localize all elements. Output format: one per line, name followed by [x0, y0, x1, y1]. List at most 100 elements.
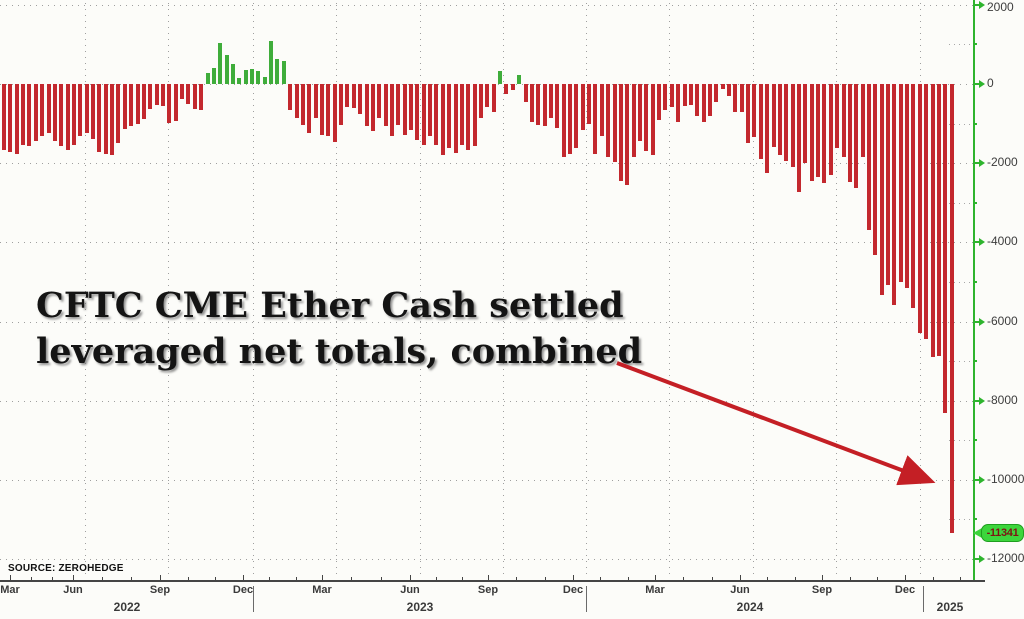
- bar: [415, 84, 420, 141]
- y-axis-tick-label: -4000: [987, 234, 1018, 249]
- gridline-minor-stub: [949, 123, 973, 125]
- y-axis-major-tick: [973, 558, 980, 561]
- bar: [459, 84, 464, 145]
- bar: [281, 60, 286, 84]
- current-value-badge: -11341: [981, 524, 1024, 542]
- bar: [905, 84, 910, 289]
- bar: [491, 84, 496, 112]
- bar: [504, 84, 509, 94]
- bar: [688, 84, 693, 105]
- bar: [746, 84, 751, 144]
- y-axis-minor-tick: [973, 122, 977, 125]
- bar: [873, 84, 878, 256]
- bar: [199, 84, 204, 111]
- gridline-v: [168, 3, 169, 579]
- bar: [339, 84, 344, 126]
- chart-title-line1: CFTC CME Ether Cash settled: [36, 285, 624, 326]
- gridline-minor-stub: [949, 361, 973, 363]
- month-label: Sep: [811, 584, 833, 596]
- x-axis-major-tick: [243, 575, 244, 580]
- gridline-h: [0, 242, 973, 244]
- gridline-h: [0, 321, 973, 323]
- bar: [294, 84, 299, 119]
- y-axis-minor-tick: [973, 360, 977, 363]
- bar: [453, 84, 458, 154]
- y-axis-tick-label: -10000: [987, 471, 1024, 486]
- bar: [46, 84, 51, 133]
- bar: [797, 84, 801, 193]
- year-label: 2022: [113, 600, 141, 614]
- bar: [612, 84, 617, 162]
- bar: [21, 84, 26, 145]
- bar: [917, 84, 922, 334]
- bar: [59, 84, 64, 147]
- bar: [141, 84, 146, 120]
- bar: [110, 84, 115, 156]
- bar: [447, 84, 452, 149]
- x-axis-minor-tick: [462, 577, 463, 580]
- y-axis-tick-label: 0: [987, 76, 994, 90]
- bar: [428, 84, 433, 136]
- bar: [758, 84, 763, 160]
- bar: [129, 84, 134, 126]
- bar: [828, 84, 833, 176]
- x-axis-major-tick: [410, 575, 411, 580]
- x-axis-minor-tick: [380, 577, 382, 580]
- x-axis-minor-tick: [960, 577, 962, 580]
- month-label: Dec: [232, 584, 254, 596]
- bar: [860, 84, 865, 158]
- value-badge-pointer: [973, 528, 982, 538]
- bar: [122, 84, 127, 130]
- bar: [364, 84, 369, 127]
- x-axis-minor-tick: [131, 577, 132, 580]
- x-axis-minor-tick: [187, 577, 189, 580]
- y-axis-tick-arrow-icon: [979, 475, 985, 484]
- bar: [313, 84, 318, 119]
- bar: [161, 84, 165, 107]
- y-axis-tick-arrow-icon: [979, 396, 985, 405]
- bar: [618, 84, 623, 181]
- month-label: Dec: [562, 584, 584, 596]
- x-axis-major-tick: [160, 575, 161, 580]
- gridline-v: [586, 3, 587, 579]
- y-axis-minor-tick: [973, 280, 977, 283]
- bar: [752, 84, 757, 138]
- bar: [218, 42, 223, 84]
- bar: [631, 84, 636, 158]
- bar: [949, 84, 954, 533]
- x-axis-minor-tick: [877, 577, 879, 580]
- x-axis-minor-tick: [102, 577, 103, 580]
- gridline-minor-stub: [949, 440, 973, 442]
- gridline-v: [253, 3, 254, 579]
- year-label: 2024: [736, 600, 764, 614]
- year-separator: [253, 586, 254, 612]
- month-label: Mar: [0, 584, 20, 596]
- bar: [52, 84, 57, 141]
- x-axis-minor-tick: [932, 577, 934, 580]
- bar: [720, 84, 725, 89]
- bar: [510, 84, 515, 90]
- bar: [676, 84, 681, 122]
- bar: [27, 84, 32, 147]
- x-axis-minor-tick: [767, 577, 769, 580]
- y-axis-minor-tick: [973, 439, 977, 442]
- x-axis-minor-tick: [516, 577, 518, 580]
- year-separator: [923, 586, 924, 612]
- bar: [71, 84, 76, 145]
- bar: [663, 84, 668, 110]
- y-axis-tick-arrow-icon: [979, 0, 985, 9]
- bar: [822, 84, 827, 183]
- chart-title-line2: leveraged net totals, combined: [36, 331, 643, 372]
- x-axis-major-tick: [10, 575, 11, 580]
- bar: [777, 84, 782, 156]
- bar: [320, 84, 324, 136]
- bar: [638, 84, 642, 141]
- gridline-minor-stub: [949, 202, 973, 204]
- gridline-v: [420, 3, 421, 579]
- x-axis-major-tick: [740, 575, 741, 580]
- bar: [854, 84, 859, 189]
- bar: [148, 84, 153, 110]
- bar: [733, 84, 738, 112]
- y-axis-tick-label: -12000: [987, 551, 1024, 566]
